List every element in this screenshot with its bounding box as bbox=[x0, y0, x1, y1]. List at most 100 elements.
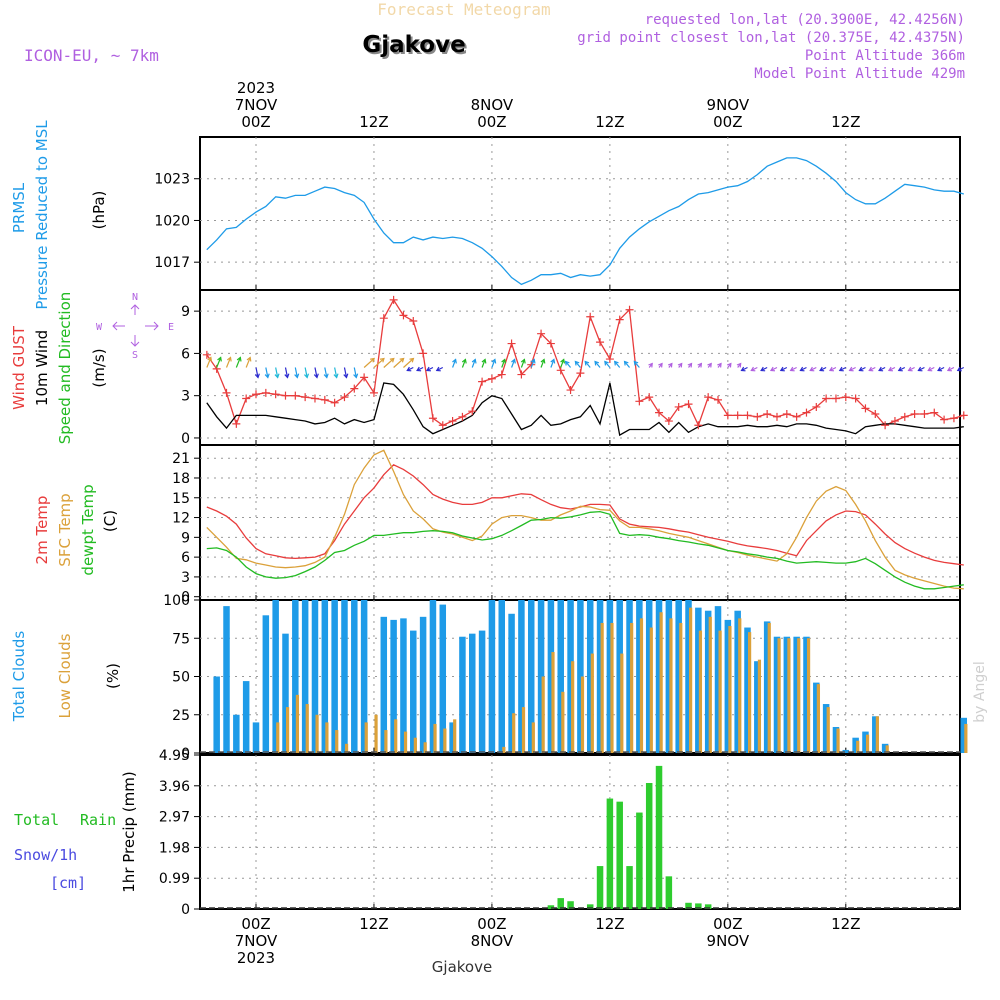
wind-arrow bbox=[461, 359, 466, 368]
wind-arrow bbox=[511, 359, 516, 368]
gust-marker bbox=[261, 388, 270, 397]
gust-marker bbox=[782, 410, 791, 418]
cloud-label-total: Total Clouds bbox=[10, 631, 28, 723]
temperature-labels: 2m Temp SFC Temp dewpt Temp (C) bbox=[33, 484, 119, 575]
total-cloud-bar bbox=[233, 714, 240, 753]
wind-arrow-head bbox=[481, 358, 487, 364]
gust-marker bbox=[487, 374, 496, 383]
wind-arrow-head bbox=[313, 373, 319, 379]
precip-ytick-label: 0.99 bbox=[159, 871, 190, 887]
wind-arrow-head bbox=[687, 362, 693, 368]
wind-arrow-head bbox=[740, 366, 746, 372]
low-cloud-bar bbox=[630, 622, 634, 753]
wind-arrow bbox=[520, 359, 525, 368]
wind-arrow-head bbox=[511, 358, 516, 364]
wind-label-direction: Speed and Direction bbox=[56, 292, 74, 445]
low-cloud-bar bbox=[816, 684, 821, 753]
top-time-label: 12Z bbox=[831, 113, 860, 131]
total-cloud-bar bbox=[881, 743, 889, 753]
wind-ytick-label: 3 bbox=[181, 389, 190, 405]
wind-arrow bbox=[235, 357, 241, 368]
wind-arrow-head bbox=[736, 362, 742, 368]
low-cloud-bar bbox=[521, 707, 526, 753]
gust-marker bbox=[910, 410, 919, 418]
total-cloud-bar bbox=[242, 681, 250, 753]
total-cloud-bar bbox=[311, 600, 319, 753]
total-cloud-bar bbox=[223, 606, 230, 753]
top-time-label: 00Z bbox=[241, 113, 270, 131]
low-cloud-bar bbox=[708, 616, 712, 753]
low-cloud-bar bbox=[728, 626, 732, 753]
wind-arrow-head bbox=[564, 360, 570, 366]
total-cloud-bar bbox=[213, 676, 220, 753]
wind-arrow-head bbox=[236, 356, 242, 362]
low-cloud-bar bbox=[748, 632, 752, 753]
low-cloud-bar bbox=[433, 723, 437, 753]
wind-label-gust: Wind GUST bbox=[10, 325, 28, 410]
wind-arrow-head bbox=[226, 356, 232, 362]
low-cloud-bar bbox=[285, 707, 290, 753]
bottom-time-label: 12Z bbox=[359, 915, 388, 933]
wind-arrow-head bbox=[927, 366, 933, 372]
pressure-ytick-label: 1020 bbox=[154, 213, 190, 229]
wind-arrow-head bbox=[207, 356, 213, 362]
gust-marker bbox=[507, 339, 516, 348]
gust-marker bbox=[438, 421, 447, 430]
wind-arrow-head bbox=[520, 358, 526, 364]
wind-arrow-head bbox=[760, 366, 766, 372]
low-cloud-bar bbox=[453, 719, 457, 753]
header-location: Gjakove bbox=[364, 34, 467, 60]
wind-arrow-head bbox=[858, 366, 864, 372]
total-cloud-bar bbox=[734, 610, 741, 753]
wind-arrow-head bbox=[677, 362, 683, 368]
compass-rose: N S W E bbox=[96, 292, 174, 361]
low-cloud-bar bbox=[502, 746, 506, 753]
temp-sfc-line bbox=[206, 449, 964, 590]
wind-arrow bbox=[343, 367, 348, 378]
low-cloud-bar bbox=[865, 734, 870, 753]
low-cloud-bar bbox=[600, 622, 604, 753]
wind-arrow-head bbox=[848, 366, 854, 372]
bottom-time-label: 00Z bbox=[477, 915, 506, 933]
wind-arrow-head bbox=[828, 366, 835, 372]
rain-bar bbox=[655, 765, 663, 909]
gust-marker bbox=[222, 388, 231, 397]
wind-speed-line bbox=[206, 382, 964, 437]
total-cloud-bar bbox=[292, 600, 299, 753]
wind-arrow-head bbox=[717, 362, 722, 368]
gust-marker bbox=[714, 395, 723, 404]
low-cloud-bar bbox=[305, 704, 309, 753]
precip-ytick-label: 1.98 bbox=[159, 840, 190, 856]
top-time-label: 12Z bbox=[595, 113, 624, 131]
header-model: ICON-EU, ~ 7km bbox=[24, 46, 159, 65]
total-cloud-bar bbox=[773, 636, 781, 753]
precip-ytick-label: 4.95 bbox=[159, 748, 190, 764]
top-time-label: 8NOV bbox=[471, 96, 514, 114]
wind-arrow bbox=[565, 361, 572, 368]
total-cloud-bar bbox=[321, 600, 329, 753]
low-cloud-bar bbox=[718, 630, 722, 753]
total-cloud-bar bbox=[655, 600, 663, 753]
total-cloud-bar bbox=[704, 610, 712, 753]
gust-marker bbox=[890, 417, 899, 426]
rain-bar bbox=[586, 904, 594, 909]
bottom-time-label: 9NOV bbox=[707, 932, 750, 950]
total-cloud-bar bbox=[478, 630, 486, 753]
total-cloud-bar bbox=[714, 606, 722, 753]
wind-arrow bbox=[452, 359, 457, 368]
precip-ytick-label: 3.96 bbox=[159, 779, 190, 795]
wind-arrow bbox=[491, 359, 496, 368]
rain-bar bbox=[645, 783, 653, 909]
rain-bar bbox=[636, 812, 643, 909]
wind-ytick-label: 0 bbox=[181, 431, 190, 447]
gust-marker bbox=[655, 408, 664, 417]
wind-arrow-head bbox=[560, 358, 566, 364]
temp-ytick-label: 9 bbox=[181, 530, 190, 546]
top-time-label: 12Z bbox=[359, 113, 388, 131]
low-cloud-bar bbox=[423, 742, 427, 753]
wind-arrow bbox=[574, 361, 581, 368]
wind-arrow-head bbox=[633, 360, 639, 366]
gust-marker bbox=[949, 414, 958, 423]
temp-label-2m: 2m Temp bbox=[33, 496, 51, 565]
